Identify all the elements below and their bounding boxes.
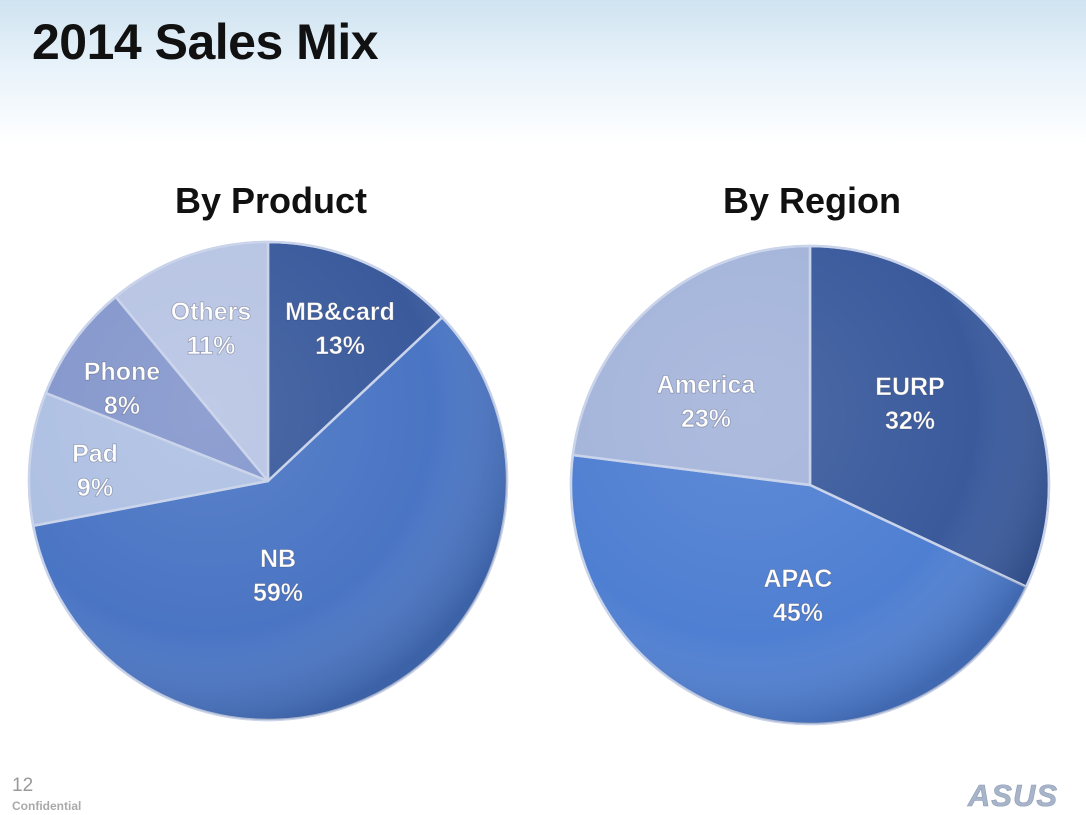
slide-title: 2014 Sales Mix — [32, 14, 379, 70]
pie-label-america: America 23% — [657, 371, 757, 433]
pie-label-nb: NB 59% — [253, 545, 303, 607]
chart-title-by-region: By Region — [722, 180, 901, 221]
pie-label-name: Others — [171, 298, 252, 326]
pie-label-value: 32% — [885, 407, 935, 435]
pie-label-others: Others 11% — [171, 298, 252, 360]
pie-label-value: 23% — [681, 405, 731, 433]
asus-logo: ASUS — [967, 778, 1058, 810]
pie-label-name: APAC — [764, 565, 833, 593]
pie-label-name: America — [657, 371, 757, 399]
confidential-label: Confidential — [12, 799, 82, 813]
pie-label-value: 11% — [187, 332, 236, 360]
pie-slice-america — [571, 244, 812, 487]
pie-label-name: NB — [260, 545, 296, 573]
pie-label-name: EURP — [875, 373, 944, 401]
page-number: 12 — [12, 775, 34, 796]
svg-text:ASUS: ASUS — [967, 778, 1058, 810]
chart-title-by-product: By Product — [174, 180, 368, 221]
pie-label-eurp: EURP 32% — [875, 373, 944, 435]
pie-label-apac: APAC 45% — [764, 565, 833, 627]
pie-label-value: 59% — [253, 579, 303, 607]
pie-label-value: 45% — [773, 599, 823, 627]
